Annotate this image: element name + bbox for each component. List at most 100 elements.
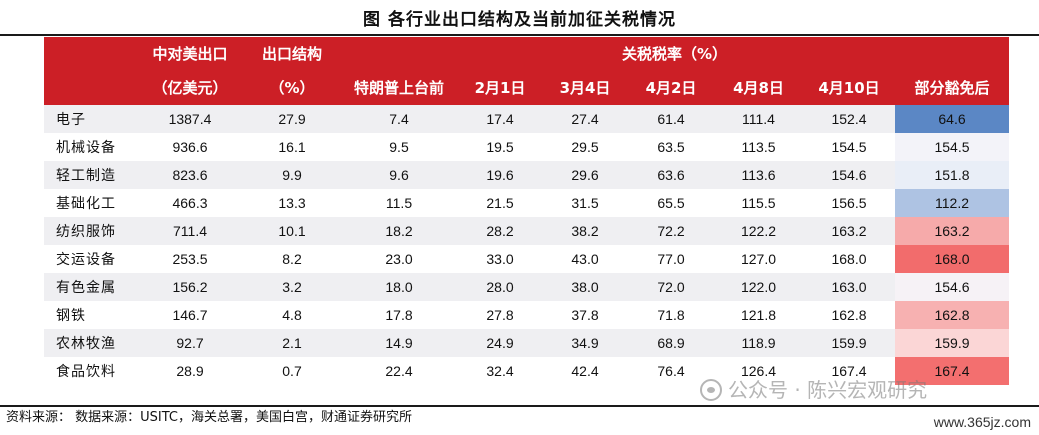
header-blank (44, 37, 136, 69)
tariff-cell: 7.4 (340, 105, 458, 133)
tariff-cell: 34.9 (542, 329, 628, 357)
exempt-tariff-cell: 163.2 (895, 217, 1010, 245)
tariff-cell: 152.4 (803, 105, 895, 133)
tariff-cell: 17.8 (340, 301, 458, 329)
tariff-cell: 32.4 (458, 357, 542, 385)
tariff-cell: 22.4 (340, 357, 458, 385)
tariff-cell: 27.8 (458, 301, 542, 329)
tariff-cell: 126.4 (714, 357, 803, 385)
export-share-cell: 27.9 (244, 105, 340, 133)
table-row: 食品饮料 28.9 0.7 22.4 32.4 42.4 76.4 126.4 167.4 167… (44, 357, 1010, 385)
tariff-cell: 63.6 (628, 161, 714, 189)
tariff-cell: 14.9 (340, 329, 458, 357)
export-value-cell: 711.4 (136, 217, 244, 245)
tariff-cell: 162.8 (803, 301, 895, 329)
industry-name: 交运设备 (44, 245, 136, 273)
industry-name: 机械设备 (44, 133, 136, 161)
tariff-cell: 37.8 (542, 301, 628, 329)
tariff-cell: 77.0 (628, 245, 714, 273)
tariff-cell: 38.2 (542, 217, 628, 245)
header-tariff-col: 部分豁免后 (895, 69, 1010, 105)
industry-name: 电子 (44, 105, 136, 133)
tariff-cell: 68.9 (628, 329, 714, 357)
industry-name: 纺织服饰 (44, 217, 136, 245)
header-export-value-line2: （亿美元） (136, 69, 244, 105)
tariff-cell: 29.5 (542, 133, 628, 161)
table-row: 基础化工 466.3 13.3 11.5 21.5 31.5 65.5 115.5 156.5 1… (44, 189, 1010, 217)
watermark-text: 公众号 · 陈兴宏观研究 (728, 378, 928, 402)
export-share-cell: 3.2 (244, 273, 340, 301)
tariff-cell: 71.8 (628, 301, 714, 329)
tariff-cell: 115.5 (714, 189, 803, 217)
tariff-cell: 17.4 (458, 105, 542, 133)
watermark: 公众号 · 陈兴宏观研究 (700, 377, 927, 403)
tariff-cell: 43.0 (542, 245, 628, 273)
tariff-cell: 168.0 (803, 245, 895, 273)
export-value-cell: 92.7 (136, 329, 244, 357)
table-row: 农林牧渔 92.7 2.1 14.9 24.9 34.9 68.9 118.9 159.9 159… (44, 329, 1010, 357)
export-value-cell: 28.9 (136, 357, 244, 385)
tariff-cell: 167.4 (803, 357, 895, 385)
tariff-cell: 122.0 (714, 273, 803, 301)
industry-name: 轻工制造 (44, 161, 136, 189)
header-tariff-col: 特朗普上台前 (340, 69, 458, 105)
export-share-cell: 2.1 (244, 329, 340, 357)
tariff-cell: 63.5 (628, 133, 714, 161)
header-share-line1: 出口结构 (244, 37, 340, 69)
tariff-table: 中对美出口 出口结构 关税税率（%） （亿美元） （%） 特朗普上台前 2月1日… (44, 37, 1010, 385)
table-row: 交运设备 253.5 8.2 23.0 33.0 43.0 77.0 127.0 168.0 16… (44, 245, 1010, 273)
tariff-cell: 113.6 (714, 161, 803, 189)
export-share-cell: 9.9 (244, 161, 340, 189)
table-row: 机械设备 936.6 16.1 9.5 19.5 29.5 63.5 113.5 154.5 15… (44, 133, 1010, 161)
tariff-cell: 9.5 (340, 133, 458, 161)
industry-name: 钢铁 (44, 301, 136, 329)
tariff-cell: 163.0 (803, 273, 895, 301)
tariff-cell: 61.4 (628, 105, 714, 133)
industry-name: 食品饮料 (44, 357, 136, 385)
tariff-cell: 31.5 (542, 189, 628, 217)
tariff-cell: 27.4 (542, 105, 628, 133)
tariff-cell: 127.0 (714, 245, 803, 273)
tariff-cell: 38.0 (542, 273, 628, 301)
header-blank-2 (44, 69, 136, 105)
figure-title: 图 各行业出口结构及当前加征关税情况 (363, 9, 676, 30)
industry-name: 有色金属 (44, 273, 136, 301)
header-tariff-col: 2月1日 (458, 69, 542, 105)
table-row: 电子 1387.4 27.9 7.4 17.4 27.4 61.4 111.4 152.4 64.… (44, 105, 1010, 133)
export-value-cell: 823.6 (136, 161, 244, 189)
header-tariff-col: 4月2日 (628, 69, 714, 105)
tariff-cell: 65.5 (628, 189, 714, 217)
exempt-tariff-cell: 154.6 (895, 273, 1010, 301)
tariff-cell: 29.6 (542, 161, 628, 189)
tariff-cell: 19.6 (458, 161, 542, 189)
tariff-cell: 72.0 (628, 273, 714, 301)
tariff-cell: 154.5 (803, 133, 895, 161)
tariff-cell: 9.6 (340, 161, 458, 189)
header-share-line2: （%） (244, 69, 340, 105)
table-row: 钢铁 146.7 4.8 17.8 27.8 37.8 71.8 121.8 162.8 162.… (44, 301, 1010, 329)
export-value-cell: 1387.4 (136, 105, 244, 133)
exempt-tariff-cell: 154.5 (895, 133, 1010, 161)
table-row: 有色金属 156.2 3.2 18.0 28.0 38.0 72.0 122.0 163.0 15… (44, 273, 1010, 301)
tariff-cell: 72.2 (628, 217, 714, 245)
export-share-cell: 10.1 (244, 217, 340, 245)
export-share-cell: 8.2 (244, 245, 340, 273)
header-tariff-group: 关税税率（%） (340, 37, 1010, 69)
export-value-cell: 146.7 (136, 301, 244, 329)
tariff-cell: 21.5 (458, 189, 542, 217)
exempt-tariff-cell: 64.6 (895, 105, 1010, 133)
export-value-cell: 936.6 (136, 133, 244, 161)
exempt-tariff-cell: 112.2 (895, 189, 1010, 217)
tariff-cell: 163.2 (803, 217, 895, 245)
tariff-cell: 28.0 (458, 273, 542, 301)
tariff-cell: 156.5 (803, 189, 895, 217)
tariff-cell: 33.0 (458, 245, 542, 273)
tariff-cell: 154.6 (803, 161, 895, 189)
tariff-cell: 113.5 (714, 133, 803, 161)
header-tariff-col: 4月8日 (714, 69, 803, 105)
exempt-tariff-cell: 151.8 (895, 161, 1010, 189)
source-note: 资料来源： 数据来源：USITC，海关总署，美国白宫，财通证券研究所 (6, 410, 412, 425)
table-row: 纺织服饰 711.4 10.1 18.2 28.2 38.2 72.2 122.2 163.2 1… (44, 217, 1010, 245)
header-export-value-line1: 中对美出口 (136, 37, 244, 69)
export-share-cell: 13.3 (244, 189, 340, 217)
